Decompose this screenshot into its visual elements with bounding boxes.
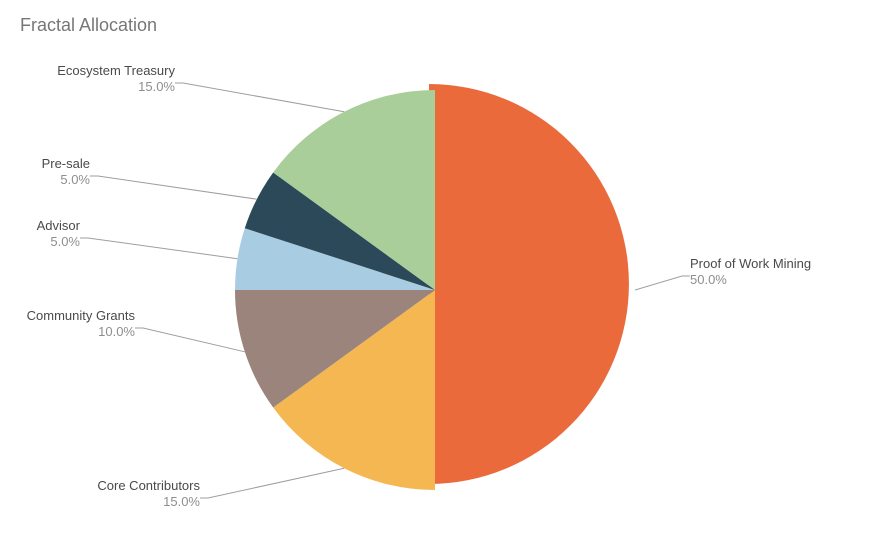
slice-label-name: Community Grants <box>27 308 136 323</box>
slice-label-value: 15.0% <box>138 79 175 94</box>
leader-line <box>90 176 257 199</box>
leader-line <box>200 468 344 498</box>
slice-label-name: Ecosystem Treasury <box>57 63 175 78</box>
slice-label-value: 5.0% <box>50 234 80 249</box>
slice-label-value: 15.0% <box>163 494 200 509</box>
slice-proof-of-work-mining <box>429 84 629 484</box>
slice-label-value: 10.0% <box>98 324 135 339</box>
pie-chart: Fractal Allocation Proof of Work Mining5… <box>0 0 881 545</box>
leader-line <box>175 83 344 112</box>
leader-line <box>80 238 237 259</box>
chart-title: Fractal Allocation <box>20 15 157 36</box>
slice-label-value: 50.0% <box>690 272 727 287</box>
slices <box>235 84 629 490</box>
slice-label-name: Core Contributors <box>97 478 200 493</box>
leader-line <box>135 328 245 352</box>
slice-label-name: Proof of Work Mining <box>690 256 811 271</box>
slice-label-value: 5.0% <box>60 172 90 187</box>
leader-line <box>635 276 690 290</box>
pie-svg: Proof of Work Mining50.0% Core Contributo… <box>0 0 881 545</box>
slice-label-name: Pre-sale <box>42 156 90 171</box>
slice-label-name: Advisor <box>37 218 81 233</box>
